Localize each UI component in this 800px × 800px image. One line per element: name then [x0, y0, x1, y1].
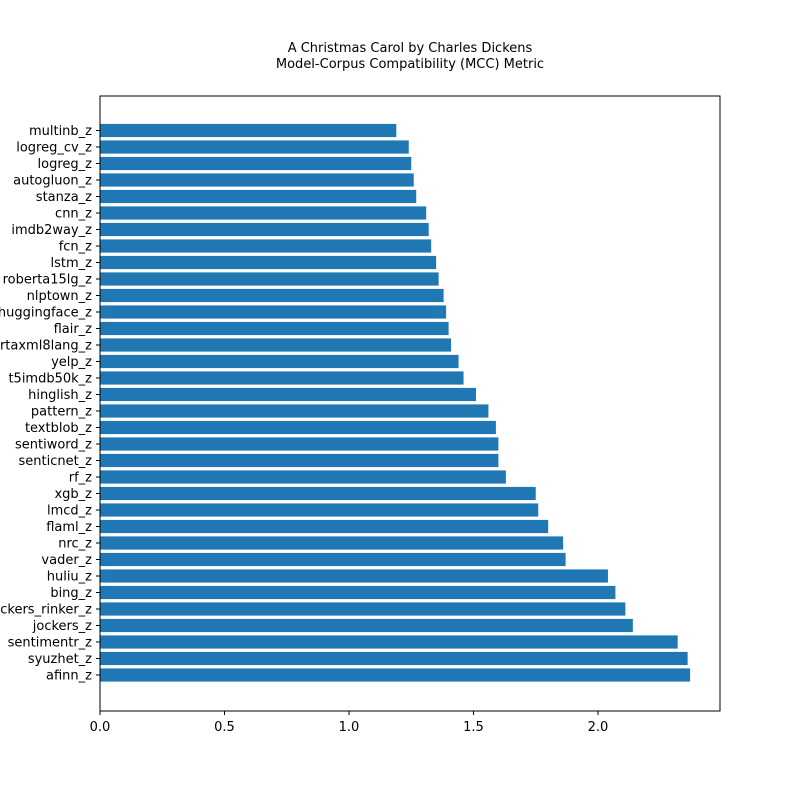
y-tick-label: multinb_z — [29, 124, 92, 139]
y-tick-label: roberta15lg_z — [3, 273, 93, 288]
y-tick-label: sentimentr_z — [8, 636, 93, 651]
y-tick-label: logreg_cv_z — [16, 141, 92, 156]
bar-multinb-z — [100, 123, 397, 138]
y-tick-label: sentiword_z — [15, 438, 92, 453]
y-tick-label: xgb_z — [54, 487, 92, 502]
y-tick-label: vader_z — [41, 553, 92, 568]
y-tick-label: nlptown_z — [27, 289, 93, 304]
bar-jockers-rinker-z — [100, 602, 626, 616]
y-tick-label: lmcd_z — [47, 504, 92, 519]
plot-frame — [99, 95, 721, 712]
bar-hinglish-z — [100, 387, 476, 402]
bar-autogluon-z — [100, 173, 414, 187]
bar-nrc-z — [100, 536, 564, 550]
y-tick-label: lstm_z — [51, 256, 93, 271]
bar-jockers-z — [100, 618, 633, 633]
y-tick-label: senticnet_z — [18, 454, 92, 469]
y-tick-label: imdb2way_z — [11, 223, 92, 238]
y-tick-label: flair_z — [54, 322, 93, 337]
y-tick-label: flaml_z — [46, 520, 92, 535]
bar-senticnet-z — [100, 453, 499, 468]
bar-imdb2way-z — [100, 222, 429, 237]
bar-textblob-z — [100, 420, 496, 435]
y-tick-label: stanza_z — [36, 190, 92, 205]
y-tick-label: nrc_z — [58, 537, 92, 552]
bar-flair-z — [100, 321, 449, 336]
bar-vader-z — [100, 552, 566, 567]
y-tick-label: rf_z — [69, 471, 92, 486]
y-tick-label: autogluon_z — [13, 174, 92, 189]
y-tick-label: t5imdb50k_z — [8, 372, 92, 387]
bar-logreg-z — [100, 156, 412, 171]
bar-cnn-z — [100, 206, 427, 220]
x-tick-label: 0.0 — [90, 720, 111, 735]
x-tick-label: 1.0 — [339, 720, 360, 735]
bar-sentiword-z — [100, 437, 499, 451]
bars-group — [100, 123, 691, 682]
bar-yelp-z — [100, 354, 459, 369]
bar-robertaxml8lang-z — [100, 338, 452, 352]
bar-stanza-z — [100, 189, 417, 204]
bar-syuzhet-z — [100, 651, 688, 666]
bar-afinn-z — [100, 668, 691, 682]
bar-huliu-z — [100, 569, 608, 583]
bar-huggingface-z — [100, 305, 447, 319]
x-axis-ticks: 0.0 0.5 1.0 1.5 2.0 — [90, 711, 609, 735]
y-tick-label: yelp_z — [51, 355, 92, 370]
y-tick-label: hinglish_z — [28, 388, 92, 403]
x-tick-label: 0.5 — [214, 720, 235, 735]
bar-t5imdb50k-z — [100, 371, 464, 385]
y-tick-label: syuzhet_z — [28, 652, 92, 667]
y-tick-label: jockers_rinker_z — [0, 603, 92, 618]
bar-pattern-z — [100, 404, 489, 418]
chart-subtitle: Model-Corpus Compatibility (MCC) Metric — [276, 57, 544, 72]
y-tick-label: fcn_z — [59, 240, 92, 255]
y-tick-label: cnn_z — [55, 207, 92, 222]
y-tick-label: huggingface_z — [0, 306, 92, 321]
bar-flaml-z — [100, 519, 549, 534]
x-tick-label: 2.0 — [588, 720, 609, 735]
bar-roberta15lg-z — [100, 272, 439, 286]
bar-lstm-z — [100, 255, 437, 270]
bar-bing-z — [100, 585, 616, 600]
bar-nlptown-z — [100, 288, 444, 303]
chart-title: A Christmas Carol by Charles Dickens — [288, 41, 533, 56]
y-tick-label: huliu_z — [47, 570, 92, 585]
y-tick-label: bing_z — [50, 586, 92, 601]
y-tick-label: pattern_z — [31, 405, 92, 420]
y-tick-label: robertaxml8lang_z — [0, 339, 92, 354]
bar-fcn-z — [100, 239, 432, 253]
bar-lmcd-z — [100, 503, 539, 517]
y-tick-label: logreg_z — [38, 157, 93, 172]
bar-logreg-cv-z — [100, 140, 409, 154]
bar-sentimentr-z — [100, 635, 678, 649]
bar-xgb-z — [100, 486, 536, 501]
y-axis-ticks: multinb_zlogreg_cv_zlogreg_zautogluon_zs… — [0, 124, 100, 684]
y-tick-label: textblob_z — [25, 421, 92, 436]
bar-rf-z — [100, 470, 506, 484]
x-tick-label: 1.5 — [463, 720, 484, 735]
y-tick-label: jockers_z — [32, 619, 92, 634]
y-tick-label: afinn_z — [46, 669, 92, 684]
